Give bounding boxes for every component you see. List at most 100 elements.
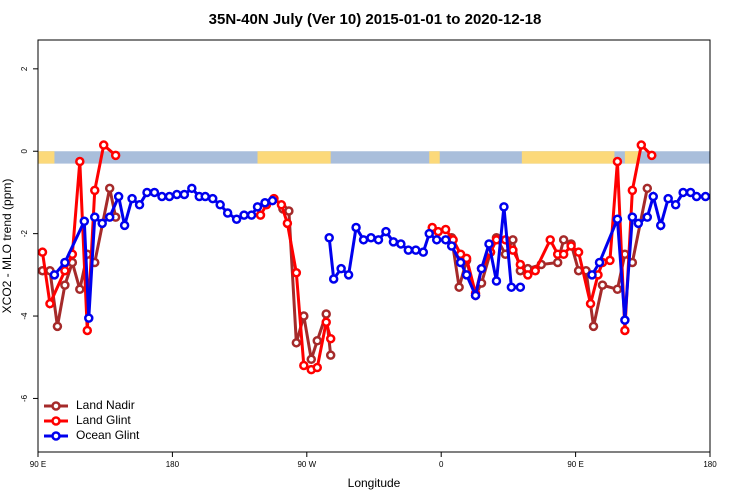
point bbox=[127, 193, 137, 204]
point bbox=[446, 241, 457, 251]
point bbox=[82, 325, 93, 336]
point bbox=[366, 233, 376, 243]
point bbox=[508, 245, 518, 255]
point bbox=[515, 259, 526, 270]
legend-marker bbox=[51, 401, 61, 411]
point bbox=[396, 239, 406, 249]
x-tick-label: 90 E bbox=[30, 460, 46, 469]
point bbox=[612, 156, 623, 167]
point bbox=[636, 140, 647, 150]
point bbox=[97, 218, 107, 229]
point bbox=[647, 150, 657, 161]
point bbox=[252, 202, 263, 212]
point bbox=[255, 210, 266, 220]
y-axis-label: XCO2 - MLO trend (ppm) bbox=[0, 179, 14, 314]
point bbox=[558, 249, 569, 259]
y-tick-label: -4 bbox=[20, 312, 29, 320]
point bbox=[351, 222, 361, 233]
land-span bbox=[257, 151, 331, 164]
point bbox=[506, 282, 517, 292]
point bbox=[403, 245, 414, 255]
point bbox=[49, 270, 60, 280]
point bbox=[207, 193, 218, 204]
point bbox=[60, 265, 70, 276]
point bbox=[60, 280, 70, 290]
point bbox=[663, 193, 673, 204]
y-tick-label: -6 bbox=[20, 394, 29, 402]
point bbox=[276, 200, 287, 210]
point bbox=[299, 360, 309, 371]
point bbox=[597, 280, 608, 290]
point bbox=[282, 218, 293, 229]
point bbox=[267, 195, 278, 206]
point bbox=[45, 298, 55, 309]
point bbox=[418, 247, 429, 257]
legend-label: Ocean Glint bbox=[76, 428, 140, 442]
point bbox=[336, 263, 346, 274]
point bbox=[491, 276, 502, 286]
point bbox=[454, 282, 464, 292]
point bbox=[627, 212, 638, 222]
y-tick-label: 2 bbox=[20, 66, 29, 71]
point bbox=[321, 317, 331, 327]
point bbox=[187, 183, 197, 194]
series-line bbox=[450, 188, 649, 327]
legend-marker bbox=[51, 431, 61, 441]
point bbox=[164, 191, 175, 202]
point bbox=[246, 210, 257, 220]
point bbox=[476, 263, 487, 274]
x-axis-label: Longitude bbox=[348, 476, 401, 490]
point bbox=[648, 191, 659, 202]
point bbox=[142, 187, 152, 198]
point bbox=[312, 362, 323, 373]
plot-frame bbox=[37, 39, 711, 453]
point bbox=[324, 233, 334, 243]
point bbox=[605, 255, 615, 266]
point bbox=[461, 270, 472, 280]
point bbox=[566, 241, 576, 251]
point bbox=[587, 270, 597, 280]
point bbox=[98, 140, 109, 150]
point bbox=[700, 191, 711, 202]
point bbox=[79, 216, 90, 227]
point bbox=[149, 187, 160, 198]
legend-label: Land Glint bbox=[76, 413, 131, 427]
point bbox=[585, 298, 596, 309]
legend-marker bbox=[51, 416, 61, 426]
point bbox=[381, 226, 391, 237]
point bbox=[84, 313, 94, 323]
point bbox=[655, 220, 666, 231]
x-tick-label: 180 bbox=[166, 460, 180, 469]
point bbox=[633, 218, 644, 229]
point bbox=[685, 187, 696, 198]
y-tick-label: -2 bbox=[20, 230, 29, 238]
point bbox=[104, 212, 115, 222]
point bbox=[455, 257, 466, 268]
point bbox=[104, 183, 115, 194]
y-tick-label: 0 bbox=[20, 148, 29, 153]
point bbox=[552, 257, 563, 268]
point bbox=[373, 235, 384, 245]
point bbox=[110, 150, 121, 161]
point bbox=[291, 338, 302, 348]
point bbox=[239, 210, 249, 220]
point bbox=[440, 235, 451, 245]
point bbox=[573, 247, 584, 257]
point bbox=[411, 245, 421, 255]
point bbox=[75, 284, 85, 295]
point bbox=[215, 200, 225, 210]
legend-label: Land Nadir bbox=[76, 398, 135, 412]
point bbox=[530, 265, 541, 276]
point bbox=[558, 235, 569, 245]
point bbox=[260, 197, 270, 208]
point bbox=[627, 185, 638, 196]
point bbox=[499, 202, 509, 212]
point bbox=[328, 274, 339, 284]
point bbox=[612, 214, 623, 224]
point bbox=[358, 235, 369, 245]
chart-title: 35N-40N July (Ver 10) 2015-01-01 to 2020… bbox=[209, 11, 542, 28]
point bbox=[75, 156, 85, 167]
point bbox=[89, 212, 100, 222]
point bbox=[620, 325, 630, 336]
